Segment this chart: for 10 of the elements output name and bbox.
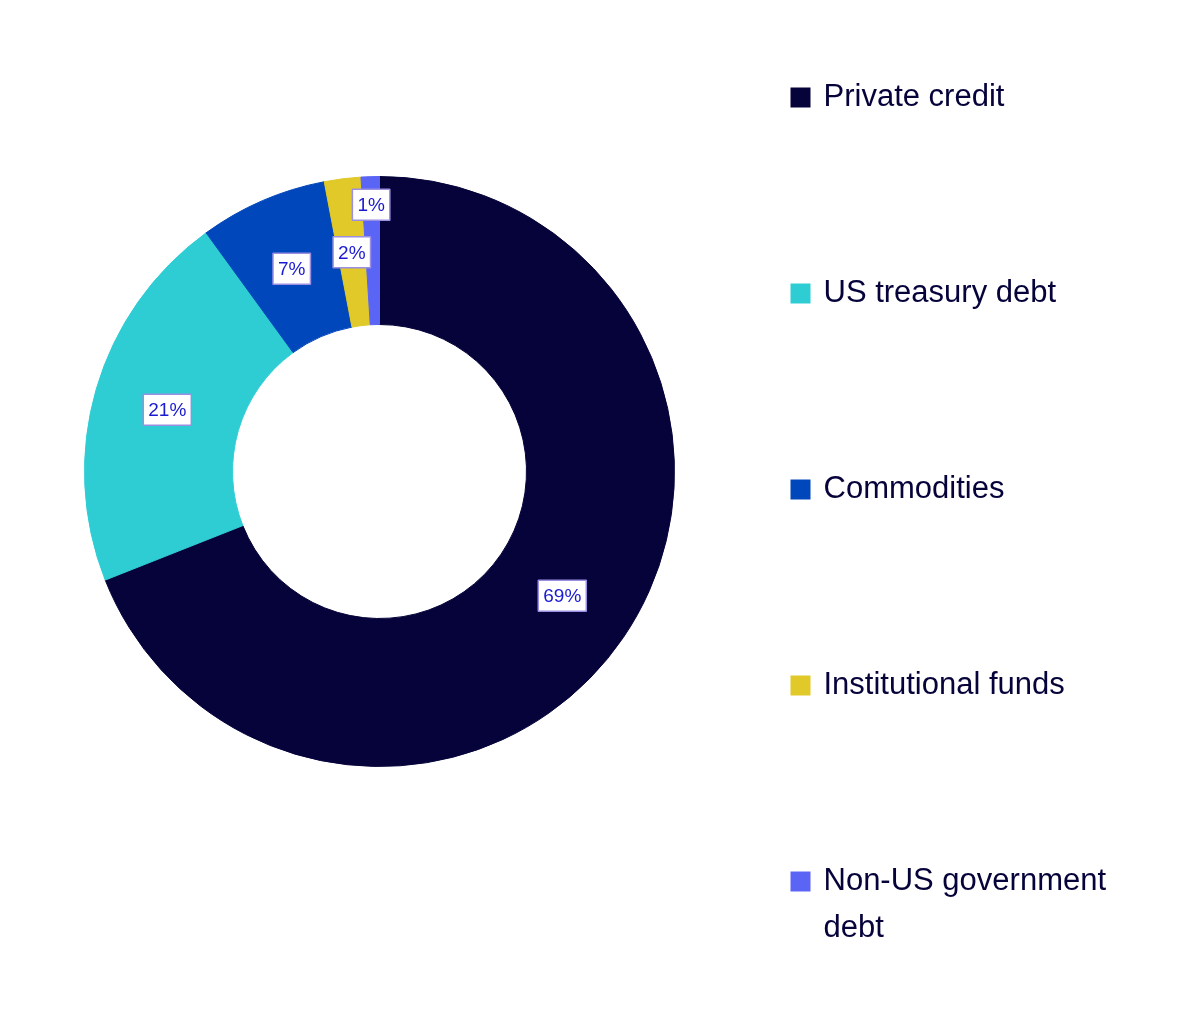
- legend-label: Non-US government debt: [823, 861, 1107, 944]
- legend-label: US treasury debt: [823, 273, 1057, 309]
- legend-label: Commodities: [823, 469, 1005, 505]
- legend-label: Private credit: [823, 77, 1005, 113]
- data-label: 7%: [278, 258, 306, 280]
- legend-label: Institutional funds: [823, 665, 1065, 701]
- data-label: 2%: [338, 241, 366, 263]
- data-label: 21%: [148, 399, 187, 421]
- data-label: 69%: [543, 585, 582, 607]
- data-label: 1%: [357, 194, 385, 216]
